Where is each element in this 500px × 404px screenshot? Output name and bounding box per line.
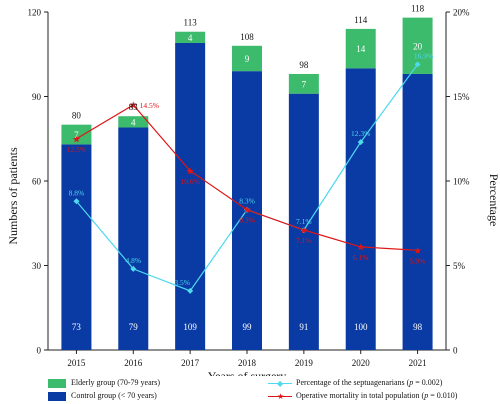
- bar-elderly-label: 20: [413, 41, 423, 51]
- point-label-mortality: 14.5%: [140, 101, 159, 110]
- bar-total-label: 98: [299, 60, 309, 70]
- y2-tick-label: 20%: [453, 8, 470, 18]
- bar-control-label: 73: [72, 322, 82, 332]
- y2-tick-label: 5%: [453, 261, 466, 271]
- bar-elderly: [232, 45, 262, 72]
- bar-control-label: 91: [299, 322, 308, 332]
- point-percentage: [414, 61, 421, 68]
- bar-control-label: 100: [354, 322, 368, 332]
- point-mortality: ★: [299, 226, 308, 237]
- point-label-percentage: 12.3%: [351, 129, 370, 138]
- point-label-mortality: 12.5%: [67, 145, 86, 154]
- point-label-percentage: 7.1%: [296, 217, 312, 226]
- point-mortality: ★: [129, 100, 138, 111]
- bars: [61, 17, 433, 351]
- legend-item-mortality: ★ Operative mortality in total population…: [268, 391, 457, 401]
- point-percentage: [130, 265, 137, 272]
- legend-line-percentage: ◆: [268, 379, 292, 388]
- x-tick-label: 2016: [124, 358, 143, 368]
- point-percentage: [357, 139, 364, 146]
- bar-total-label: 118: [411, 4, 425, 14]
- point-percentage: [73, 198, 80, 205]
- bar-elderly-label: 4: [188, 33, 193, 43]
- point-label-mortality: 6.1%: [353, 253, 369, 262]
- point-label-percentage: 8.8%: [69, 188, 85, 197]
- y2-axis-title: Percentage: [487, 174, 500, 227]
- point-label-mortality: 5.9%: [410, 256, 426, 265]
- point-mortality: ★: [243, 205, 252, 216]
- line-mortality: [76, 104, 418, 251]
- legend-swatch-elderly: [48, 378, 66, 388]
- legend-item-control: Control group (< 70 years): [48, 391, 157, 401]
- bar-elderly-label: 7: [302, 79, 307, 89]
- y2-tick-label: 0: [453, 346, 458, 356]
- x-tick-label: 2018: [238, 358, 257, 368]
- y-tick-label: 90: [32, 92, 42, 102]
- y2-tick-label: 10%: [453, 177, 470, 187]
- bar-control-label: 99: [243, 322, 253, 332]
- x-tick-label: 2015: [67, 358, 86, 368]
- bar-control-label: 79: [129, 322, 139, 332]
- bar-elderly: [118, 116, 149, 128]
- point-mortality: ★: [413, 246, 422, 257]
- point-label-percentage: 4.8%: [125, 256, 141, 265]
- point-label-percentage: 8.3%: [239, 197, 255, 206]
- bar-control-label: 98: [413, 322, 423, 332]
- point-mortality: ★: [356, 242, 365, 253]
- x-tick-label: 2021: [409, 358, 427, 368]
- y-tick-label: 120: [28, 8, 42, 18]
- labels: 7378079483109411399910891798100141149820…: [67, 4, 434, 332]
- bar-control: [175, 42, 206, 350]
- legend-label-mortality: Operative mortality in total population …: [296, 391, 458, 400]
- point-label-percentage: 16.9%: [414, 51, 433, 60]
- y2-tick-label: 15%: [453, 92, 470, 102]
- bar-total-label: 114: [354, 15, 368, 25]
- bar-elderly: [288, 73, 319, 94]
- bar-total-label: 108: [240, 32, 254, 42]
- bar-elderly-label: 14: [356, 44, 366, 54]
- y-tick-label: 30: [32, 261, 42, 271]
- bar-control: [345, 68, 376, 350]
- x-tick-label: 2019: [295, 358, 314, 368]
- bar-elderly: [345, 28, 376, 69]
- legend-line-mortality: ★: [268, 392, 292, 401]
- bar-elderly-label: 7: [74, 130, 79, 140]
- x-axis-title: Years of surgery: [208, 369, 287, 376]
- bar-elderly: [175, 31, 206, 43]
- bar-elderly-label: 9: [245, 54, 250, 64]
- y-tick-label: 60: [32, 177, 42, 187]
- bar-control-label: 109: [183, 322, 197, 332]
- bar-elderly-label: 4: [131, 117, 136, 127]
- bar-elderly: [61, 124, 92, 145]
- bar-total-label: 113: [184, 18, 198, 28]
- bar-control: [288, 93, 319, 350]
- point-mortality: ★: [186, 166, 195, 177]
- lines: ★ ★ ★ ★ ★ ★ ★: [72, 61, 422, 294]
- point-label-mortality: 10.6%: [180, 177, 199, 186]
- bar-control: [402, 73, 433, 350]
- point-mortality: ★: [72, 134, 81, 145]
- bar-total-label: 80: [72, 111, 82, 121]
- y-axis-title: Numbers of patients: [6, 147, 20, 245]
- point-label-mortality: 7.1%: [296, 236, 312, 245]
- x-tick-label: 2020: [352, 358, 371, 368]
- legend-item-percentage: ◆ Percentage of the septuagenarians (p = …: [268, 378, 442, 388]
- point-label-mortality: 8.3%: [239, 216, 255, 225]
- legend: Elderly group (70-79 years) Control grou…: [0, 376, 500, 404]
- legend-swatch-control: [48, 391, 66, 401]
- bar-control: [118, 127, 149, 350]
- chart: 0 30 60 90 120 0 5% 10% 15% 20% 2015 2016 2017 2018 20…: [6, 4, 500, 377]
- y-tick-label: 0: [37, 346, 42, 356]
- legend-label-elderly: Elderly group (70-79 years): [71, 378, 161, 387]
- legend-label-control: Control group (< 70 years): [71, 391, 157, 400]
- axes: 0 30 60 90 120 0 5% 10% 15% 20% 2015 2016 2017 2018 20…: [28, 8, 471, 377]
- x-tick-label: 2017: [181, 358, 200, 368]
- legend-label-percentage: Percentage of the septuagenarians (p = 0…: [296, 378, 443, 387]
- legend-item-elderly: Elderly group (70-79 years): [48, 378, 160, 388]
- point-percentage: [187, 287, 194, 294]
- bar-total-label: 83: [129, 102, 139, 112]
- bar-control: [61, 144, 92, 350]
- point-label-percentage: 3.5%: [174, 278, 190, 287]
